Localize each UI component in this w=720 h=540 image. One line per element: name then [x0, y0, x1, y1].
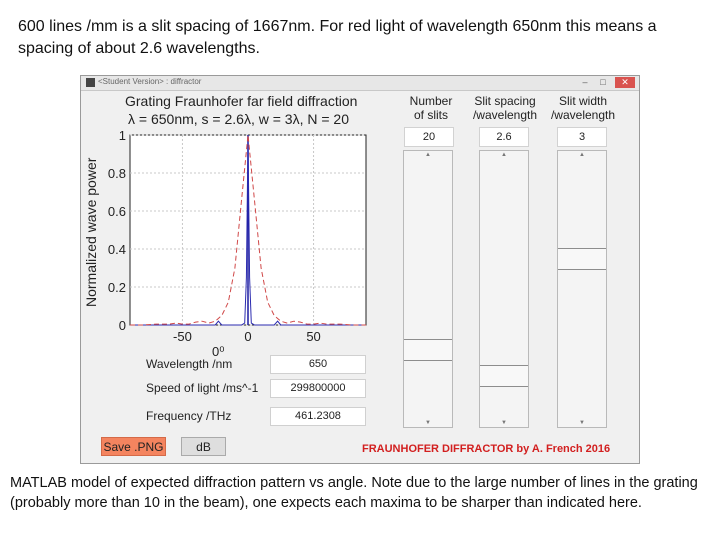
slits-slider[interactable]: ▲ ▼ — [403, 150, 453, 428]
y-tick-label: 0.8 — [108, 166, 126, 181]
column-head-slits-line2: of slits — [413, 108, 448, 122]
y-tick-label: 0 — [119, 318, 126, 333]
x-tick-label: 0 — [244, 329, 251, 344]
spacing-slider-thumb[interactable] — [480, 365, 528, 388]
width-value-box[interactable]: 3 — [557, 127, 607, 147]
envelope-series-line — [130, 134, 366, 326]
plot-lines — [130, 134, 366, 326]
width-slider[interactable]: ▲ ▼ — [557, 150, 607, 428]
db-button[interactable]: dB — [181, 437, 226, 456]
column-head-width-line2: /wavelength — [550, 108, 616, 122]
slider-down-arrow-icon[interactable]: ▼ — [425, 420, 431, 426]
plot-subtitle: λ = 650nm, s = 2.6λ, w = 3λ, N = 20 — [128, 111, 350, 127]
column-head-width: Slit width /wavelength — [548, 94, 618, 122]
wavelength-label: Wavelength /nm — [146, 357, 233, 371]
wavelength-input[interactable]: 650 — [270, 355, 366, 374]
slits-value-box[interactable]: 20 — [404, 127, 454, 147]
angle-readout: 0⁰ — [212, 344, 225, 359]
spacing-slider[interactable]: ▲ ▼ — [479, 150, 529, 428]
plot-ticks: -50 0 50 0 0.2 0.4 0.6 0.8 1 — [108, 128, 321, 344]
column-head-width-line1: Slit width — [558, 94, 608, 108]
x-tick-label: 50 — [306, 329, 320, 344]
window-titlebar: <Student Version> : diffractor – □ ✕ — [81, 76, 639, 91]
y-tick-label: 0.2 — [108, 280, 126, 295]
y-tick-label: 0.6 — [108, 204, 126, 219]
caption-top: 600 lines /mm is a slit spacing of 1667n… — [18, 18, 657, 57]
column-head-spacing: Slit spacing /wavelength — [470, 94, 540, 122]
minimize-icon[interactable]: – — [582, 77, 588, 87]
speed-of-light-input[interactable]: 299800000 — [270, 379, 366, 398]
column-head-slits: Number of slits — [404, 94, 458, 122]
speed-of-light-label: Speed of light /ms^-1 — [146, 381, 259, 395]
slider-up-arrow-icon[interactable]: ▲ — [501, 152, 507, 158]
plot-title: Grating Fraunhofer far field diffraction — [125, 93, 358, 109]
caption-bottom: MATLAB model of expected diffraction pat… — [10, 475, 698, 511]
frequency-label: Frequency /THz — [146, 409, 232, 423]
slits-slider-thumb[interactable] — [404, 339, 452, 361]
width-slider-thumb[interactable] — [558, 247, 606, 270]
slider-up-arrow-icon[interactable]: ▲ — [579, 152, 585, 158]
close-icon[interactable]: ✕ — [615, 77, 635, 88]
y-tick-label: 0.4 — [108, 242, 126, 257]
frequency-input[interactable]: 461.2308 — [270, 407, 366, 426]
column-head-slits-line1: Number — [409, 94, 453, 108]
maximize-icon[interactable]: □ — [600, 77, 606, 87]
x-tick-label: -50 — [173, 329, 192, 344]
matlab-app-icon — [86, 78, 95, 87]
slider-down-arrow-icon[interactable]: ▼ — [579, 420, 585, 426]
slider-up-arrow-icon[interactable]: ▲ — [425, 152, 431, 158]
column-head-spacing-line1: Slit spacing — [474, 94, 536, 108]
slider-down-arrow-icon[interactable]: ▼ — [501, 420, 507, 426]
y-tick-label: 1 — [119, 128, 126, 143]
spacing-value-box[interactable]: 2.6 — [479, 127, 529, 147]
column-head-spacing-line2: /wavelength — [472, 108, 538, 122]
intensity-series-line — [130, 134, 366, 326]
save-png-button[interactable]: Save .PNG — [101, 437, 166, 456]
app-credit: FRAUNHOFER DIFFRACTOR by A. French 2016 — [362, 443, 611, 455]
window-title: <Student Version> : diffractor — [98, 77, 202, 86]
